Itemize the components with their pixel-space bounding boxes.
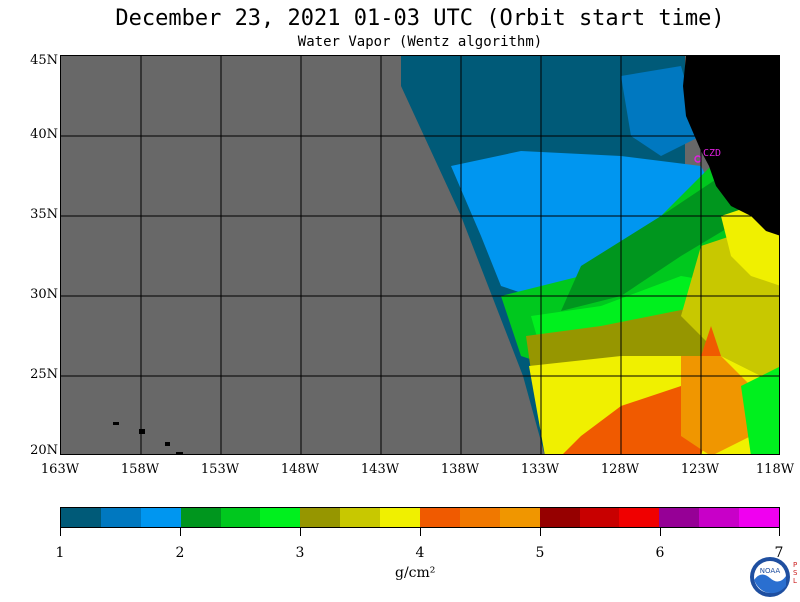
lat-label-40n: 40N: [30, 127, 58, 142]
colorbar-segment: [260, 508, 301, 527]
colorbar-tick-mark: [60, 528, 61, 536]
colorbar-tick-mark: [779, 528, 780, 536]
lon-label-148w: 148W: [280, 462, 320, 477]
swath: [401, 56, 779, 454]
hawaii-islands: [113, 422, 183, 454]
colorbar-units: g/cm²: [395, 565, 436, 581]
map-canvas: CZD: [61, 56, 779, 454]
lat-label-30n: 30N: [30, 287, 58, 302]
colorbar-tick-1: 1: [55, 545, 65, 561]
colorbar-segment: [619, 508, 660, 527]
colorbar-segment: [220, 508, 261, 527]
colorbar-tick-3: 3: [295, 545, 305, 561]
colorbar-segment: [300, 508, 341, 527]
lon-label-158w: 158W: [120, 462, 160, 477]
lon-label-143w: 143W: [360, 462, 400, 477]
grid-lines: [61, 56, 779, 454]
colorbar-segment: [380, 508, 421, 527]
lon-label-128w: 128W: [600, 462, 640, 477]
map-subtitle: Water Vapor (Wentz algorithm): [297, 34, 543, 50]
map-title: December 23, 2021 01-03 UTC (Orbit start…: [115, 6, 725, 31]
land-mass: [683, 56, 779, 236]
lat-label-25n: 25N: [30, 367, 58, 382]
lon-label-118w: 118W: [755, 462, 795, 477]
colorbar-tick-7: 7: [774, 545, 784, 561]
colorbar-segment: [539, 508, 580, 527]
colorbar-segment: [100, 508, 141, 527]
lat-label-35n: 35N: [30, 207, 58, 222]
noaa-logo-icon: NOAA: [750, 557, 790, 597]
station-label: CZD: [703, 148, 721, 159]
colorbar-tick-mark: [660, 528, 661, 536]
colorbar-tick-mark: [300, 528, 301, 536]
colorbar-tick-mark: [180, 528, 181, 536]
colorbar-tick-mark: [420, 528, 421, 536]
noaa-logo: NOAA: [749, 556, 791, 598]
colorbar-segment: [340, 508, 381, 527]
lon-label-123w: 123W: [680, 462, 720, 477]
colorbar-segment: [739, 508, 780, 527]
lat-label-20n: 20N: [30, 443, 58, 458]
lon-label-153w: 153W: [200, 462, 240, 477]
lon-label-133w: 133W: [520, 462, 560, 477]
colorbar-segment: [420, 508, 460, 527]
colorbar-tick-mark: [540, 528, 541, 536]
colorbar-tick-2: 2: [175, 545, 185, 561]
psl-label: PSL: [793, 561, 798, 585]
colorbar-segment: [459, 508, 500, 527]
colorbar-segment: [579, 508, 620, 527]
colorbar-tick-6: 6: [655, 545, 665, 561]
noaa-logo-text: NOAA: [760, 567, 781, 575]
colorbar-segment: [659, 508, 700, 527]
colorbar-segment: [499, 508, 540, 527]
colorbar-segment: [140, 508, 181, 527]
colorbar-tick-4: 4: [415, 545, 425, 561]
lon-label-138w: 138W: [440, 462, 480, 477]
colorbar-segment: [699, 508, 740, 527]
colorbar-tick-5: 5: [535, 545, 545, 561]
colorbar: [60, 507, 780, 528]
water-vapor-map: CZD: [60, 55, 780, 455]
lat-label-45n: 45N: [30, 53, 58, 68]
colorbar-segment: [180, 508, 221, 527]
lon-label-163w: 163W: [40, 462, 80, 477]
colorbar-segment: [61, 508, 101, 527]
